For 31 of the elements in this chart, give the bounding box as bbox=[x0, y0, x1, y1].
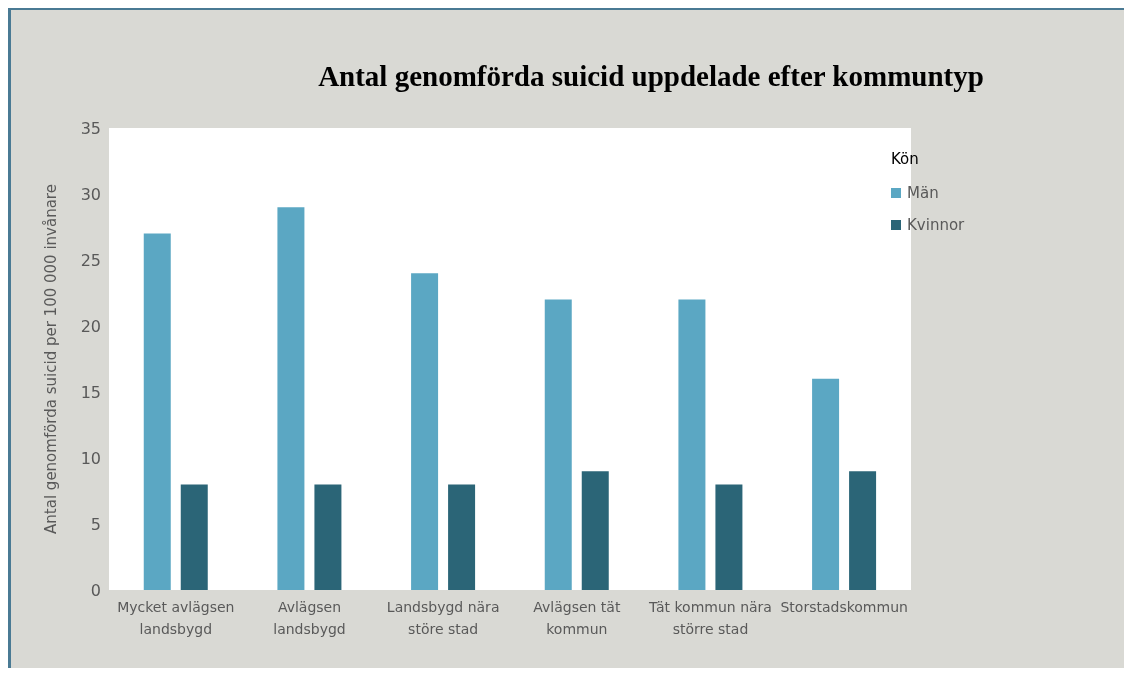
bar bbox=[180, 484, 208, 590]
bar bbox=[143, 233, 171, 590]
x-tick-label: Mycket avlägsen landsbygd bbox=[117, 599, 235, 637]
x-tick-label: Tät kommun nära större stad bbox=[648, 599, 772, 637]
bar bbox=[411, 273, 439, 590]
bar bbox=[448, 484, 476, 590]
x-tick-label: Storstadskommun bbox=[780, 599, 908, 615]
y-tick-label: 30 bbox=[80, 184, 101, 204]
y-tick-label: 20 bbox=[80, 316, 101, 336]
x-tick-label: Landsbygd nära störe stad bbox=[386, 599, 500, 637]
y-axis-title: Antal genomförda suicid per 100 000 invånare bbox=[42, 184, 61, 534]
bar bbox=[812, 378, 840, 590]
legend-label: Kvinnor bbox=[907, 216, 965, 234]
y-tick-label: 10 bbox=[80, 448, 101, 468]
y-tick-label: 35 bbox=[80, 118, 101, 138]
x-tick-label: Avlägsen tät kommun bbox=[533, 599, 621, 637]
bar bbox=[849, 471, 877, 590]
legend-title: Kön bbox=[891, 150, 920, 168]
y-tick-label: 25 bbox=[80, 250, 101, 270]
bar bbox=[277, 207, 305, 590]
bar bbox=[715, 484, 743, 590]
legend-label: Män bbox=[907, 184, 939, 202]
bar bbox=[544, 299, 572, 590]
y-tick-label: 15 bbox=[80, 382, 101, 402]
y-tick-label: 0 bbox=[90, 580, 101, 600]
y-tick-label: 5 bbox=[90, 514, 101, 534]
chart-title: Antal genomförda suicid uppdelade efter kommuntyp bbox=[317, 60, 985, 93]
x-tick-label: Avlägsen landsbygd bbox=[273, 599, 346, 637]
bar bbox=[314, 484, 342, 590]
bar bbox=[678, 299, 706, 590]
bar bbox=[581, 471, 609, 590]
